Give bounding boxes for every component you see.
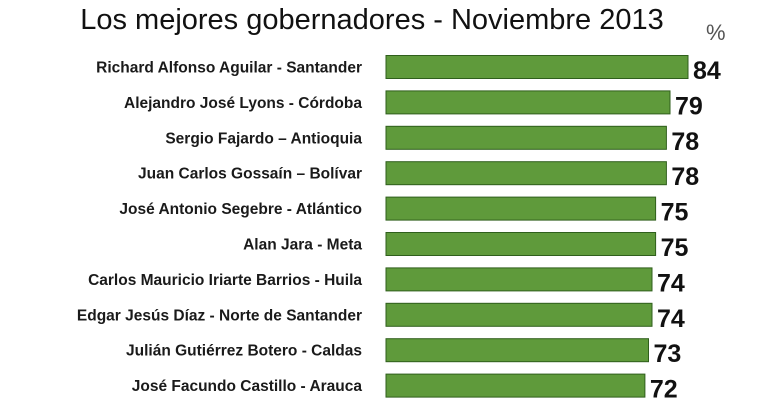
value-label-10: 72 <box>650 376 678 403</box>
bar-10 <box>385 373 646 398</box>
category-label-8: Edgar Jesús Díaz - Norte de Santander <box>77 307 362 324</box>
category-label-5: José Antonio Segebre - Atlántico <box>119 201 362 218</box>
category-label-3: Sergio Fajardo – Antioquia <box>165 130 362 147</box>
bar-9 <box>385 338 649 363</box>
category-label-10: José Facundo Castillo - Arauca <box>132 378 363 395</box>
category-label-9: Julián Gutiérrez Botero - Caldas <box>126 343 362 360</box>
category-label-6: Alan Jara - Meta <box>243 237 362 254</box>
value-label-8: 74 <box>657 305 685 333</box>
bar-3 <box>385 125 667 150</box>
bar-7 <box>385 267 653 292</box>
category-label-1: Richard Alfonso Aguilar - Santander <box>96 60 362 77</box>
bar-5 <box>385 196 657 221</box>
bar-8 <box>385 302 653 327</box>
value-label-4: 78 <box>671 163 699 191</box>
bar-2 <box>385 90 671 115</box>
value-label-9: 73 <box>654 340 682 368</box>
bar-1 <box>385 55 689 79</box>
chart-title: Los mejores gobernadores - Noviembre 201… <box>80 4 664 36</box>
value-label-5: 75 <box>661 199 689 227</box>
value-label-1: 84 <box>693 57 721 85</box>
category-label-7: Carlos Mauricio Iriarte Barrios - Huila <box>88 272 362 289</box>
value-label-3: 78 <box>671 128 699 156</box>
bar-4 <box>385 161 667 186</box>
value-label-6: 75 <box>661 234 689 262</box>
value-label-7: 74 <box>657 269 685 297</box>
value-label-2: 79 <box>675 92 703 120</box>
unit-label: % <box>706 20 726 45</box>
category-label-2: Alejandro José Lyons - Córdoba <box>124 95 362 112</box>
category-label-4: Juan Carlos Gossaín – Bolívar <box>138 166 362 183</box>
bar-6 <box>385 232 657 256</box>
